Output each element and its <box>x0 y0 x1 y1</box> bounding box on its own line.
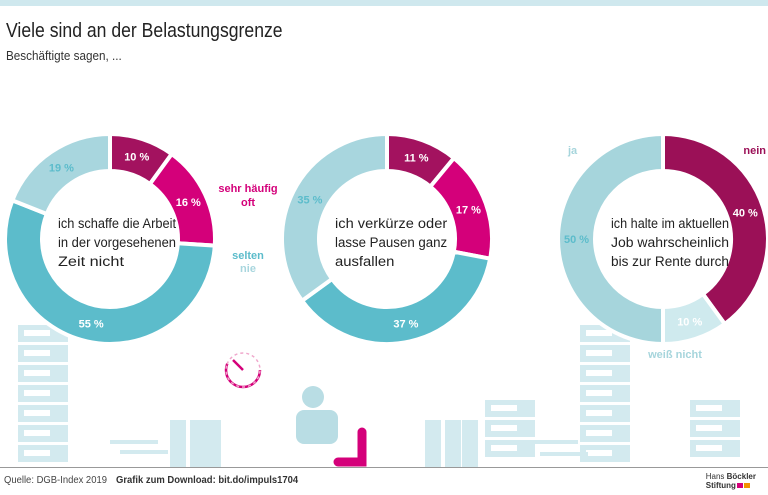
folder-label <box>24 410 50 416</box>
center-text-line: bis zur Rente durch <box>611 254 729 269</box>
download-link[interactable]: Grafik zum Download: bit.do/impuls1704 <box>115 474 299 486</box>
donut-chart-3: 40 % 10 % 50 % ich halte im aktuellen Job wa… <box>556 131 768 347</box>
paper-stack <box>110 440 158 444</box>
center-text-line: ich schaffe die Arbeit <box>58 216 176 231</box>
folder-label <box>24 430 50 436</box>
donut-segment-selten <box>3 197 217 346</box>
value-label: 55 % <box>79 318 104 330</box>
footer-divider <box>0 467 768 468</box>
folder-label <box>24 390 50 396</box>
footer-source: Quelle: DGB-Index 2019 Grafik zum Downloa… <box>4 474 298 486</box>
background-illustration <box>18 325 740 467</box>
legend-nein: nein <box>743 145 766 157</box>
binder <box>462 420 478 467</box>
folder-label <box>586 330 612 336</box>
value-label: 40 % <box>733 207 758 219</box>
value-label: 37 % <box>393 318 418 330</box>
paper-stack <box>540 452 588 456</box>
folder-label <box>586 390 612 396</box>
top-accent-bar <box>0 0 768 6</box>
binder <box>170 420 186 467</box>
legend-nie: nie <box>240 263 256 275</box>
folder-label <box>586 450 612 456</box>
chair <box>333 427 367 467</box>
value-label: 16 % <box>176 197 201 209</box>
value-label: 11 % <box>404 153 429 165</box>
legend-weiss-nicht: weiß nicht <box>647 349 702 361</box>
center-text-line: Zeit nicht <box>58 254 124 269</box>
center-text-line: ausfallen <box>335 254 394 269</box>
person-figure <box>296 410 338 444</box>
legend-sehr-haeufig: sehr häufig <box>218 183 277 195</box>
binder <box>425 420 441 467</box>
donut-chart-2: 11 % 17 % 37 % 35 % ich verkürze oder lasse P… <box>280 131 494 346</box>
folder-label <box>696 425 722 431</box>
center-text-line: Job wahrscheinlich <box>611 235 729 250</box>
page-title: Viele sind an der Belastungsgrenze <box>6 20 283 42</box>
binder <box>205 420 221 467</box>
source-text: Quelle: DGB-Index 2019 <box>4 474 107 486</box>
folder-label <box>586 370 612 376</box>
page-subtitle: Beschäftigte sagen, ... <box>6 48 122 63</box>
folder-label <box>586 350 612 356</box>
value-label: 35 % <box>297 195 322 207</box>
legend-oft: oft <box>241 197 255 209</box>
donut-segment-nie <box>280 131 389 304</box>
value-label: 19 % <box>49 162 74 174</box>
value-label: 10 % <box>677 316 702 328</box>
folder-label <box>24 450 50 456</box>
person-head <box>302 386 324 408</box>
hans-boeckler-logo: Hans Böckler Stiftung <box>705 472 756 490</box>
donut-segment-selten <box>299 249 493 346</box>
binder <box>190 420 206 467</box>
binder <box>445 420 461 467</box>
folder-label <box>24 370 50 376</box>
folder-label <box>24 350 50 356</box>
folder-label <box>586 410 612 416</box>
center-text-line: ich verkürze oder <box>335 216 448 231</box>
donut-segment-nein <box>661 131 768 327</box>
folder-label <box>696 405 722 411</box>
center-text-line: in der vorgesehenen <box>58 235 176 250</box>
paper-stack <box>120 450 168 454</box>
clock-hand <box>232 359 244 371</box>
legend-ja: ja <box>567 145 578 157</box>
value-label: 17 % <box>456 205 481 217</box>
folder-label <box>491 425 517 431</box>
donut-segment-nie <box>9 131 112 217</box>
folder-label <box>586 430 612 436</box>
center-text-line: lasse Pausen ganz <box>335 235 447 250</box>
value-label: 10 % <box>124 152 149 164</box>
donut-chart-1: 10 % 16 % 55 % 19 % ich schaffe die Arbeit in… <box>3 131 217 346</box>
value-label: 50 % <box>564 234 589 246</box>
paper-stack <box>530 440 578 444</box>
folder-label <box>491 445 517 451</box>
folder-label <box>696 445 722 451</box>
folder-label <box>491 405 517 411</box>
center-text-line: ich halte im aktuellen <box>611 216 729 231</box>
legend-selten: selten <box>232 250 264 262</box>
folder-label <box>24 330 50 336</box>
donut-segment-ja <box>556 131 665 347</box>
